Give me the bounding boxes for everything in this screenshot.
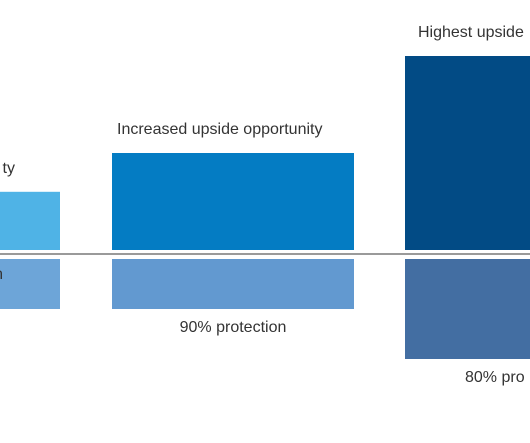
- labels-layer: ty Increased upside opportunity Highest up…: [0, 24, 525, 386]
- protection-bar-1: [0, 259, 60, 309]
- upside-bar-2: [112, 153, 354, 250]
- upside-label-1: ty: [3, 160, 15, 177]
- protection-bar-3: [405, 259, 530, 359]
- upside-bar-1: [0, 191, 60, 250]
- upside-label-2: Increased upside opportunity: [117, 121, 322, 138]
- protection-label-1: n: [0, 266, 3, 283]
- protection-label-3: 80% pro: [465, 369, 525, 386]
- protection-label-2: 90% protection: [180, 319, 287, 336]
- upside-bar-3: [405, 56, 530, 250]
- bars-layer: [0, 56, 530, 359]
- upside-label-3: Highest upside: [418, 24, 524, 41]
- protection-bar-2: [112, 259, 354, 309]
